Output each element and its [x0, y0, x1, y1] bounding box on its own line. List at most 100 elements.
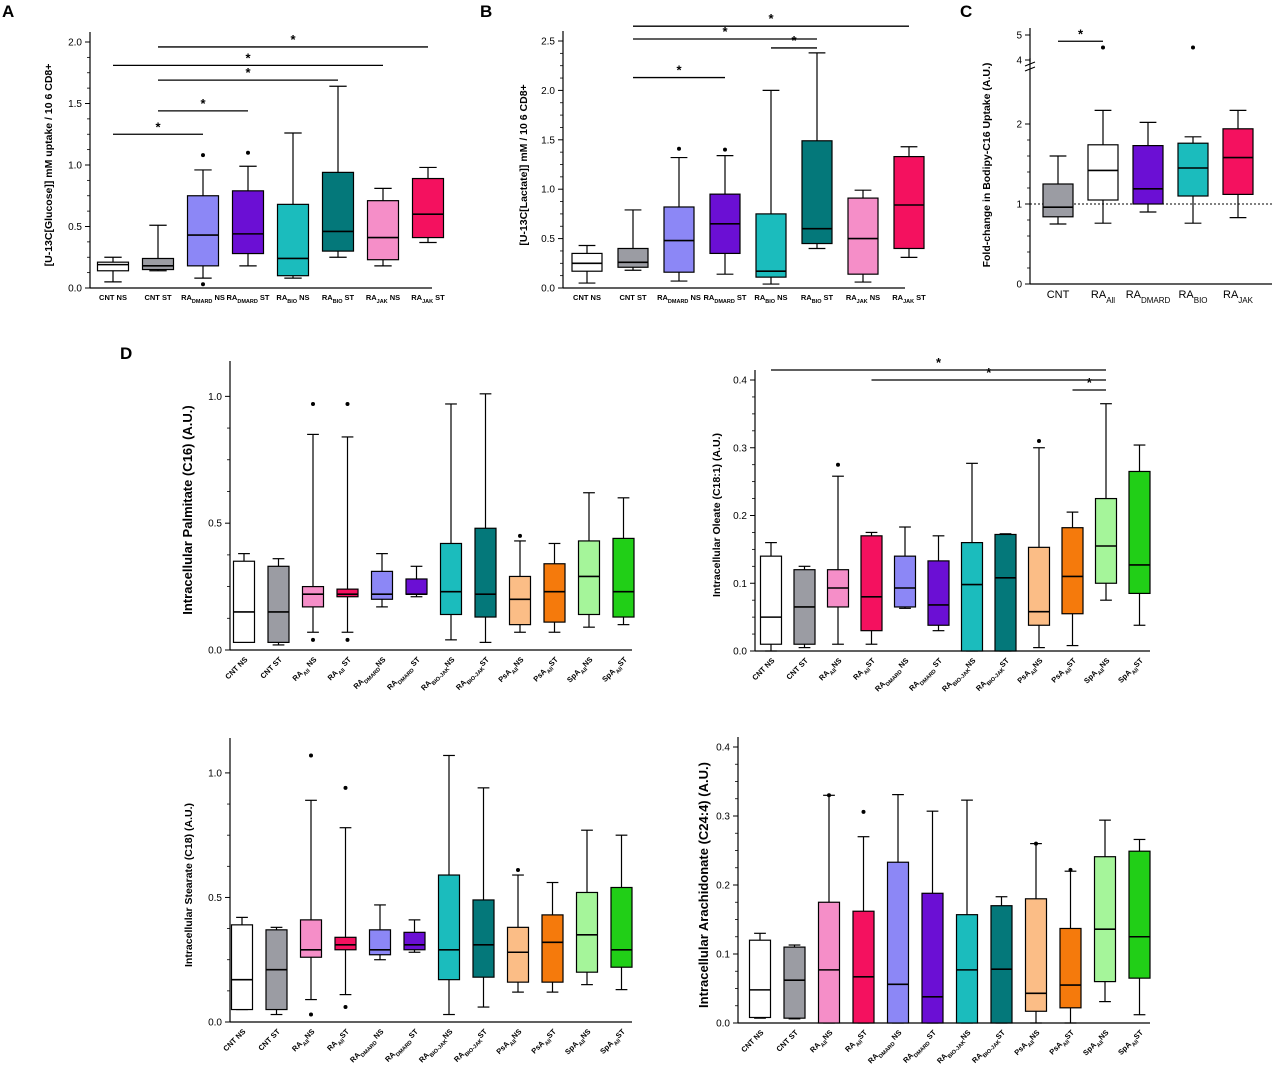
x-category-label: RAAll NS	[291, 655, 321, 685]
outlier-point	[343, 785, 348, 790]
box-iqr	[541, 914, 564, 983]
y-tick-label: 0.3	[716, 812, 730, 823]
x-category-label: PsAAllNS	[1015, 656, 1046, 687]
box-iqr	[921, 892, 944, 1024]
outlier-point	[723, 147, 727, 152]
x-category-label: PsAAllST	[1049, 656, 1080, 687]
y-axis-label: [U-13C[Lactate]] mM / 10 6 CD8+	[518, 84, 530, 245]
x-category-label: RAJAK ST	[892, 293, 926, 305]
x-category-label: RABIO-JAKNS	[935, 1028, 975, 1068]
x-category-label: PsAAllST	[1047, 1028, 1078, 1059]
y-tick-label: 0.0	[733, 647, 747, 658]
significance-bracket: *	[158, 96, 248, 112]
box-raall-ns	[301, 401, 325, 642]
box-iqr	[1128, 850, 1151, 979]
box-iqr	[299, 919, 323, 958]
box-iqr	[927, 560, 950, 626]
box-rabio-ns	[276, 132, 310, 279]
box-iqr	[893, 155, 925, 250]
box-iqr	[571, 252, 603, 272]
y-tick-label: 0.4	[716, 743, 730, 754]
x-category-label: RADMARD NS	[866, 1028, 905, 1067]
y-axis-label: Intracellular Oleate (C18:1) (A.U.)	[711, 433, 723, 597]
y-tick-label: 1.0	[541, 185, 555, 196]
box-cnt-ns	[759, 541, 783, 652]
x-category-label: RADMARD ST	[907, 656, 946, 695]
box-iqr	[886, 861, 910, 1024]
box-rajak-ns	[847, 189, 879, 283]
x-category-label: CNT NS	[573, 293, 601, 302]
box-iqr	[543, 563, 566, 623]
x-category-label: RADMARDNS	[352, 655, 390, 693]
box-iqr	[336, 588, 359, 598]
significance-bracket: *	[1058, 26, 1103, 42]
x-category-label: RABIO-JAKST	[970, 1028, 1009, 1067]
box-rabio-jak-st	[474, 393, 497, 643]
box-iqr	[783, 946, 806, 1019]
outlier-point	[345, 401, 350, 406]
panel-letter-b: B	[480, 2, 492, 21]
box-rajak-ns	[366, 187, 400, 267]
box-raall-ns	[826, 462, 850, 645]
x-category-label: RAAllST	[851, 656, 879, 684]
box-iqr	[1094, 497, 1118, 584]
outlier-point	[201, 153, 205, 158]
y-tick-label: 0.5	[208, 519, 222, 530]
box-iqr	[232, 560, 256, 643]
box-iqr	[612, 537, 635, 618]
box-iqr	[663, 206, 695, 273]
box-iqr	[368, 929, 392, 956]
significance-star: *	[245, 65, 251, 80]
x-category-label: PsAAllNS	[494, 1027, 525, 1058]
box-radmard	[1132, 121, 1164, 213]
x-category-label: RAJAK NS	[846, 293, 880, 305]
x-category-label: CNT NS	[223, 655, 249, 681]
outlier-point	[309, 1012, 313, 1017]
x-category-label: RAJAK	[1223, 289, 1254, 305]
panel-c: 0 1 2 4 5 Fold-change in Bodipy-C16 Uptake (A…	[981, 26, 1272, 305]
x-category-label: CNT ST	[144, 293, 172, 302]
significance-bracket: *	[771, 33, 817, 49]
x-category-label: CNT NS	[750, 656, 776, 682]
box-iqr	[474, 527, 497, 618]
box-iqr	[439, 542, 463, 616]
box-raall-st	[860, 531, 883, 645]
y-tick-label: 5	[1016, 31, 1022, 42]
box-cnt	[1042, 155, 1074, 225]
chart-panels: 0.0 0.5 1.0 1.5 2.0 [U-13C[Glucose]] mM uptak…	[43, 11, 1272, 1068]
outlier-point	[827, 793, 831, 798]
box-psaall-st	[1061, 511, 1084, 647]
x-category-label: RADMARD NS	[657, 293, 701, 305]
x-category-label: RADMARD ST	[385, 655, 424, 694]
box-psaall-ns	[1024, 841, 1048, 1024]
box-iqr	[437, 874, 461, 981]
box-iqr	[1042, 183, 1074, 218]
box-cnt-st	[793, 565, 816, 649]
box-radmard-ns	[370, 553, 394, 608]
box-spaall-st	[612, 497, 635, 626]
box-rabio-jak-ns	[437, 754, 461, 1016]
x-category-label: RAAllST	[325, 1027, 353, 1055]
box-iqr	[1222, 128, 1254, 196]
box-rajak-st	[411, 166, 445, 244]
box-radmard-ns	[368, 904, 392, 961]
box-radmard-st	[709, 147, 741, 275]
x-category-label: RADMARD NS	[873, 656, 912, 695]
box-iqr	[990, 905, 1013, 1024]
significance-star: *	[768, 11, 774, 26]
y-axis-label: Fold-change in Bodipy-C16 Uptake (A.U.)	[981, 63, 993, 268]
box-rabio-jak-st	[472, 787, 495, 1008]
y-tick-label: 1.5	[68, 99, 82, 110]
box-cnt-st	[783, 944, 806, 1020]
significance-star: *	[1078, 26, 1084, 41]
box-iqr	[955, 914, 979, 1024]
box-radmard-ns	[663, 146, 695, 282]
box-iqr	[405, 578, 428, 595]
x-category-label: RAAllNS	[808, 1028, 836, 1056]
box-iqr	[1061, 527, 1084, 615]
x-category-label: RABIO ST	[801, 293, 834, 305]
outlier-point	[246, 150, 250, 155]
box-raall-ns	[299, 753, 323, 1017]
box-psaall-ns	[508, 533, 532, 633]
box-iqr	[994, 533, 1017, 652]
